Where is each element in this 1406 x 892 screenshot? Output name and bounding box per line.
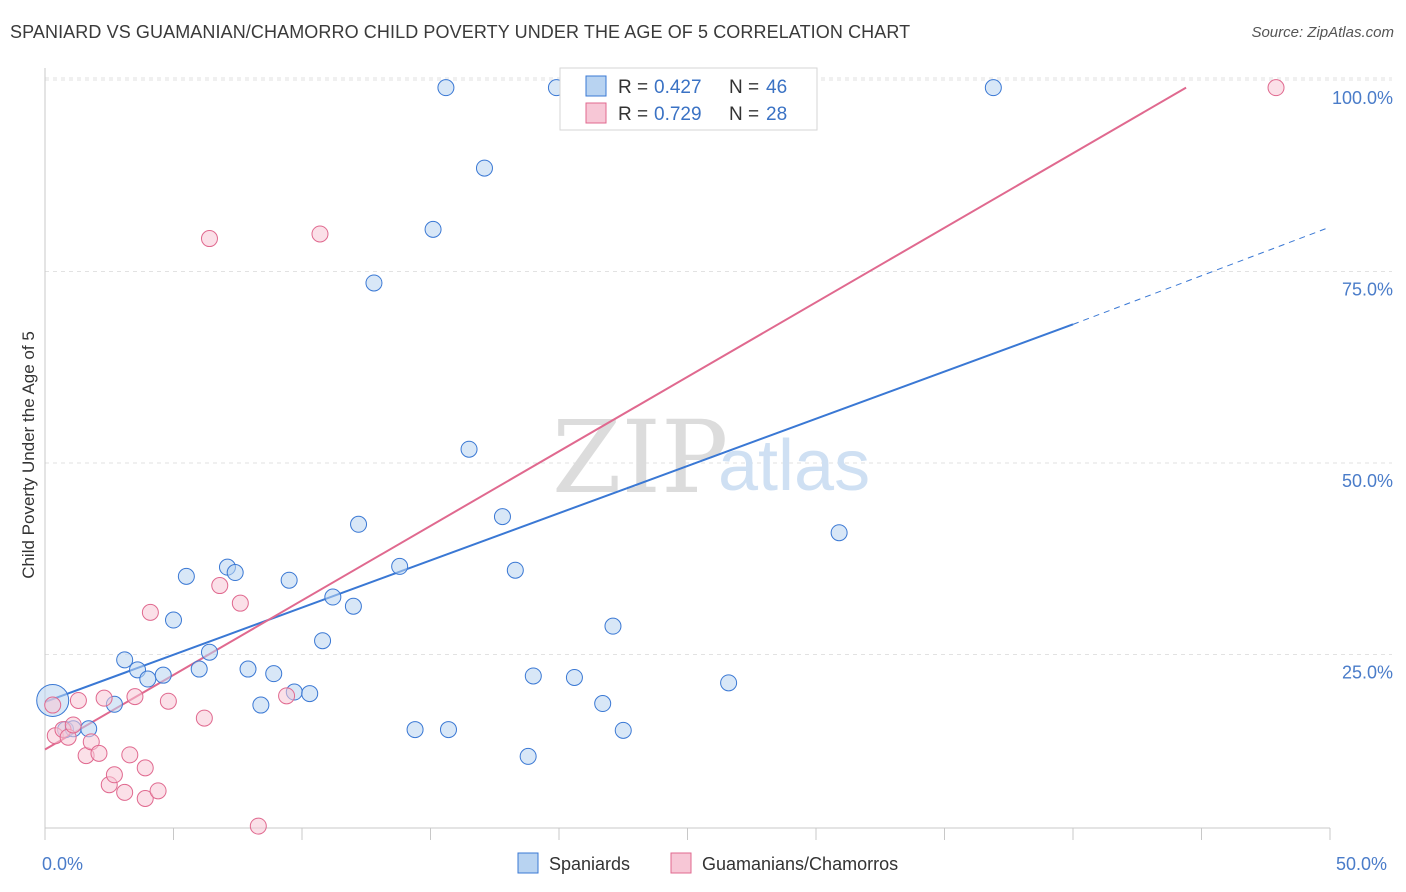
point-spaniards-22 [324, 588, 342, 606]
point-spaniards-23 [344, 597, 362, 615]
point-spaniards-20 [301, 685, 319, 703]
point-spaniards-26 [391, 557, 409, 575]
correlation-legend: R = 0.427 N = 46 R = 0.729 N = 28 [559, 67, 818, 131]
point-guamanians-12 [116, 783, 134, 801]
point-spaniards-36 [524, 667, 542, 685]
legend-r-label-1: R = [618, 77, 648, 98]
trendline-extension-spaniards [1072, 226, 1331, 325]
point-spaniards-42 [720, 674, 738, 692]
y-tick-label-3: 100.0% [1332, 88, 1393, 108]
point-guamanians-8 [90, 744, 108, 762]
legend-r-value-1: 0.427 [654, 77, 702, 98]
point-spaniards-18 [280, 571, 298, 589]
point-spaniards-43 [830, 524, 848, 542]
point-guamanians-11 [105, 766, 123, 784]
point-spaniards-39 [594, 695, 612, 713]
bottom-legend-label-guamanians: Guamanians/Chamorros [702, 854, 898, 874]
legend-swatch-spaniards [585, 75, 607, 97]
y-tick-labels: 25.0% 50.0% 75.0% 100.0% [1332, 88, 1393, 683]
legend-n-label-1: N = [729, 77, 759, 98]
point-spaniards-15 [239, 660, 257, 678]
point-spaniards-14 [226, 564, 244, 582]
y-tick-label-2: 75.0% [1342, 280, 1393, 300]
legend-r-label-2: R = [618, 104, 648, 125]
point-guamanians-5 [69, 691, 87, 709]
trendlines [44, 86, 1331, 751]
point-spaniards-38 [565, 668, 583, 686]
bottom-legend-swatch-guamanians [670, 852, 692, 874]
point-spaniards-12 [200, 643, 218, 661]
legend-n-value-2: 28 [766, 104, 787, 125]
point-guamanians-24 [249, 817, 267, 835]
point-spaniards-40 [604, 617, 622, 635]
point-guamanians-13 [121, 746, 139, 764]
y-axis-label: Child Poverty Under the Age of 5 [19, 331, 38, 579]
point-spaniards-31 [460, 440, 478, 458]
x-axis-ticks [44, 828, 1331, 840]
trendline-spaniards [44, 323, 1074, 703]
point-spaniards-30 [439, 721, 457, 739]
point-guamanians-16 [136, 759, 154, 777]
point-spaniards-5 [116, 651, 134, 669]
series-legend: Spaniards Guamanians/Chamorros [517, 852, 898, 874]
point-spaniards-44 [984, 79, 1002, 97]
point-spaniards-34 [506, 561, 524, 579]
point-spaniards-7 [139, 670, 157, 688]
point-guamanians-20 [195, 709, 213, 727]
point-spaniards-24 [350, 515, 368, 533]
point-spaniards-16 [252, 696, 270, 714]
legend-r-value-2: 0.729 [654, 104, 702, 125]
point-guamanians-19 [159, 692, 177, 710]
watermark-atlas: atlas [718, 426, 870, 506]
point-spaniards-41 [614, 721, 632, 739]
source-label: Source: ZipAtlas.com [1251, 24, 1394, 41]
point-guamanians-25 [278, 687, 296, 705]
y-tick-label-0: 25.0% [1342, 663, 1393, 683]
point-spaniards-33 [493, 508, 511, 526]
gridlines [45, 77, 1392, 655]
legend-n-value-1: 46 [766, 77, 787, 98]
point-guamanians-0 [44, 696, 62, 714]
point-spaniards-11 [190, 660, 208, 678]
bottom-legend-label-spaniards: Spaniards [549, 854, 630, 874]
point-spaniards-9 [165, 611, 182, 629]
point-spaniards-10 [177, 567, 195, 585]
point-spaniards-32 [475, 159, 493, 177]
point-guamanians-15 [136, 790, 154, 808]
watermark-zip: ZIP [552, 399, 728, 516]
point-spaniards-35 [519, 747, 537, 765]
point-spaniards-8 [154, 666, 172, 684]
bottom-legend-swatch-spaniards [517, 852, 539, 874]
point-guamanians-21 [200, 230, 218, 248]
point-guamanians-18 [149, 782, 167, 800]
legend-n-label-2: N = [729, 104, 759, 125]
data-points [36, 79, 1285, 835]
point-spaniards-27 [406, 721, 424, 739]
point-spaniards-29 [437, 79, 455, 97]
point-spaniards-21 [314, 632, 332, 650]
y-tick-label-1: 50.0% [1342, 471, 1393, 491]
point-guamanians-27 [1267, 79, 1285, 97]
point-guamanians-23 [231, 594, 249, 612]
point-guamanians-9 [95, 689, 113, 707]
point-guamanians-14 [126, 688, 144, 706]
legend-swatch-guamanians [585, 102, 607, 124]
point-guamanians-26 [311, 225, 329, 243]
point-spaniards-28 [424, 220, 442, 238]
point-guamanians-22 [211, 577, 229, 595]
chart-title: SPANIARD VS GUAMANIAN/CHAMORRO CHILD POV… [10, 22, 911, 42]
point-spaniards-17 [265, 665, 283, 683]
point-guamanians-17 [141, 603, 159, 621]
x-tick-label-min: 0.0% [42, 854, 83, 874]
x-tick-label-max: 50.0% [1336, 854, 1387, 874]
point-guamanians-4 [64, 716, 82, 734]
point-spaniards-25 [365, 274, 383, 292]
trendline-guamanians [44, 86, 1187, 751]
